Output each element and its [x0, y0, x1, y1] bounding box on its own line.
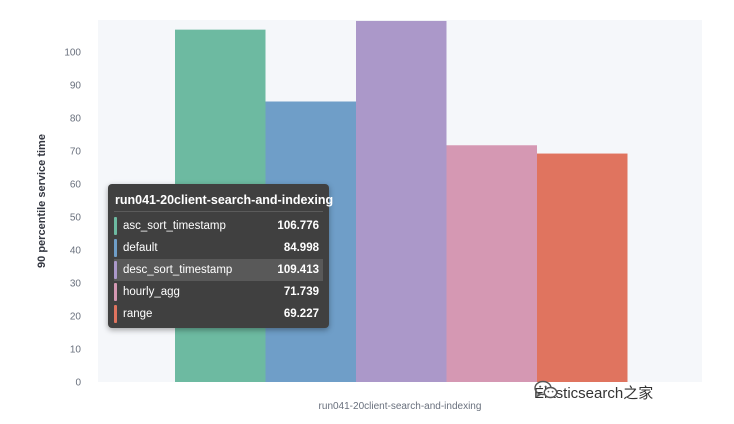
y-tick-label: 40: [70, 246, 82, 257]
tooltip-swatch: [114, 261, 117, 279]
x-axis-category-label: run041-20client-search-and-indexing: [319, 401, 482, 412]
tooltip-row: desc_sort_timestamp 109.413: [114, 259, 323, 281]
watermark-text: Elasticsearch之家: [534, 384, 654, 402]
bar-desc-sort-timestamp[interactable]: [356, 20, 447, 382]
tooltip-rows: asc_sort_timestamp 106.776 default 84.998 de…: [114, 215, 323, 325]
tooltip-row-label: desc_sort_timestamp: [123, 264, 233, 276]
watermark: Elasticsearch之家: [534, 380, 653, 404]
tooltip-swatch: [114, 283, 117, 301]
tooltip-row-value: 106.776: [277, 220, 319, 232]
y-tick-label: 10: [70, 345, 82, 356]
tooltip-row-label: hourly_agg: [123, 286, 180, 298]
chart-tooltip: run041-20client-search-and-indexing asc_…: [108, 184, 333, 328]
y-tick-label: 50: [70, 213, 82, 224]
tooltip-row-value: 84.998: [283, 242, 319, 254]
y-tick-label: 70: [70, 147, 82, 158]
tooltip-row-label: range: [123, 308, 153, 320]
y-tick-label: 0: [75, 378, 81, 389]
tooltip-row-label: default: [123, 242, 158, 254]
y-axis-title: 90 percentile service time: [36, 134, 48, 268]
tooltip-swatch: [114, 305, 117, 323]
tooltip-row: range 69.227: [114, 303, 323, 325]
bar-hourly-agg[interactable]: [446, 145, 538, 382]
tooltip-row: asc_sort_timestamp 106.776: [114, 215, 323, 237]
bar-range[interactable]: [537, 153, 628, 382]
y-tick-label: 90: [70, 81, 82, 92]
tooltip-row-value: 69.227: [283, 308, 319, 320]
y-axis-ticks: 0 10 20 30 40 50 60 70 80 90 100: [64, 48, 81, 389]
tooltip-row-label: asc_sort_timestamp: [123, 220, 226, 232]
wechat-icon: [534, 380, 558, 399]
tooltip-row-value: 71.739: [283, 286, 319, 298]
tooltip-row-value: 109.413: [277, 264, 319, 276]
tooltip-swatch: [114, 239, 117, 257]
y-tick-label: 30: [70, 279, 82, 290]
tooltip-title: run041-20client-search-and-indexing: [114, 189, 333, 212]
y-tick-label: 80: [70, 114, 82, 125]
y-tick-label: 20: [70, 312, 82, 323]
y-tick-label: 100: [64, 48, 81, 59]
y-tick-label: 60: [70, 180, 82, 191]
tooltip-swatch: [114, 217, 117, 235]
tooltip-row: hourly_agg 71.739: [114, 281, 323, 303]
tooltip-row: default 84.998: [114, 237, 323, 259]
